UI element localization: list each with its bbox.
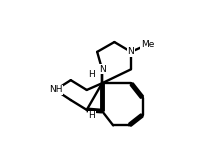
Text: H: H xyxy=(88,71,95,80)
Text: N: N xyxy=(128,47,134,56)
Text: H: H xyxy=(88,111,95,120)
Text: N: N xyxy=(99,65,105,74)
Text: Me: Me xyxy=(141,40,154,49)
Text: NH: NH xyxy=(49,85,62,94)
